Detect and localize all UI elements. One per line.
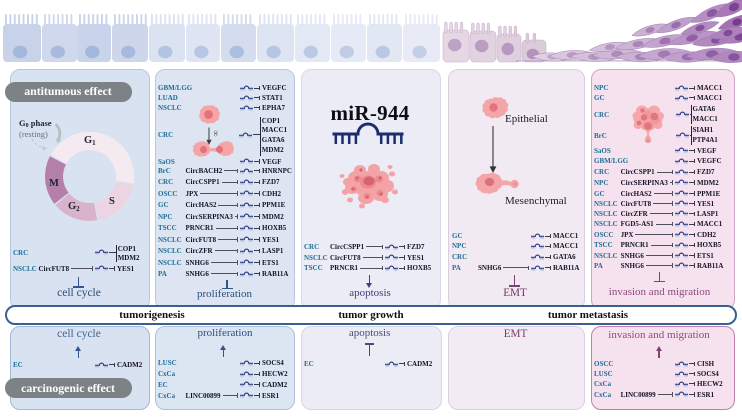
svg-text:∞: ∞ bbox=[211, 130, 221, 136]
